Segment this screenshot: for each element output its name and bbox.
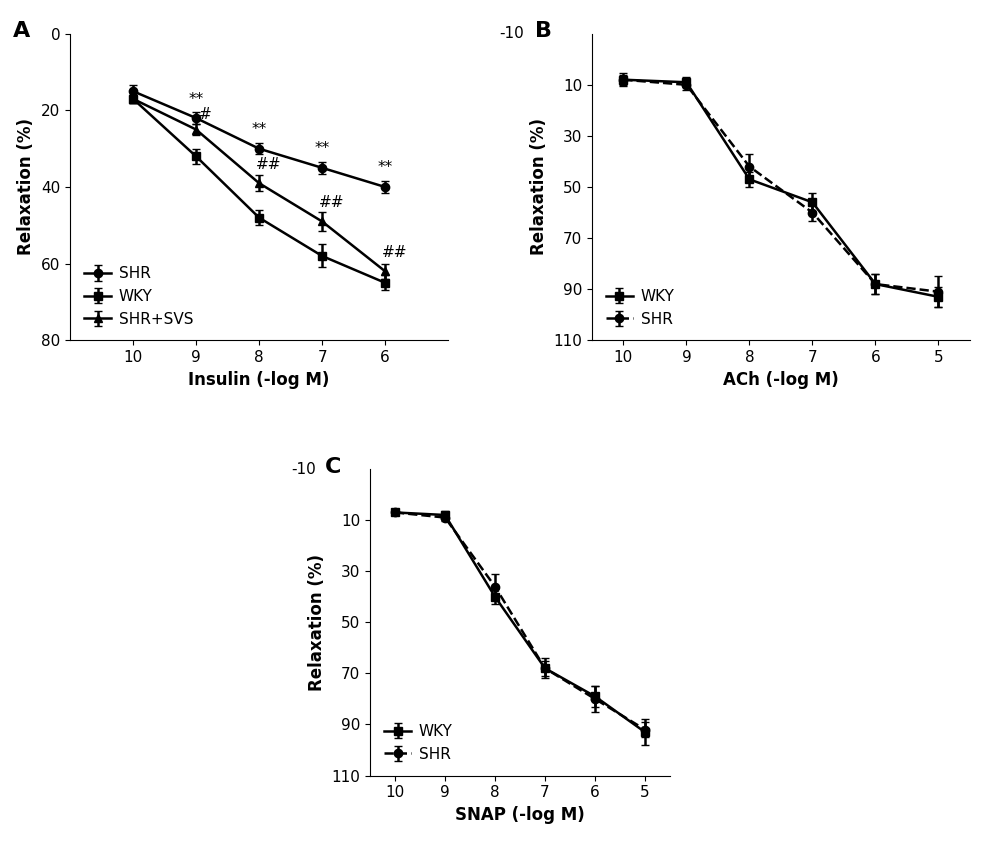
X-axis label: ACh (-log M): ACh (-log M) xyxy=(723,371,839,389)
Legend: WKY, SHR: WKY, SHR xyxy=(599,282,681,333)
Y-axis label: Relaxation (%): Relaxation (%) xyxy=(17,119,35,255)
Legend: SHR, WKY, SHR+SVS: SHR, WKY, SHR+SVS xyxy=(78,260,200,333)
Text: **: ** xyxy=(251,122,267,137)
Text: **: ** xyxy=(188,92,204,106)
Text: #: # xyxy=(199,107,212,122)
Text: ##: ## xyxy=(319,195,344,210)
Legend: WKY, SHR: WKY, SHR xyxy=(378,718,459,768)
X-axis label: Insulin (-log M): Insulin (-log M) xyxy=(188,371,330,389)
Text: ##: ## xyxy=(382,244,407,260)
Text: B: B xyxy=(535,21,552,41)
Y-axis label: Relaxation (%): Relaxation (%) xyxy=(530,119,548,255)
Text: A: A xyxy=(13,21,31,41)
Text: -10: -10 xyxy=(291,461,316,476)
X-axis label: SNAP (-log M): SNAP (-log M) xyxy=(455,806,585,824)
Text: C: C xyxy=(325,457,341,477)
Text: ##: ## xyxy=(256,157,281,172)
Text: **: ** xyxy=(378,160,393,175)
Text: -10: -10 xyxy=(499,26,524,41)
Y-axis label: Relaxation (%): Relaxation (%) xyxy=(308,554,326,690)
Text: **: ** xyxy=(314,142,330,156)
